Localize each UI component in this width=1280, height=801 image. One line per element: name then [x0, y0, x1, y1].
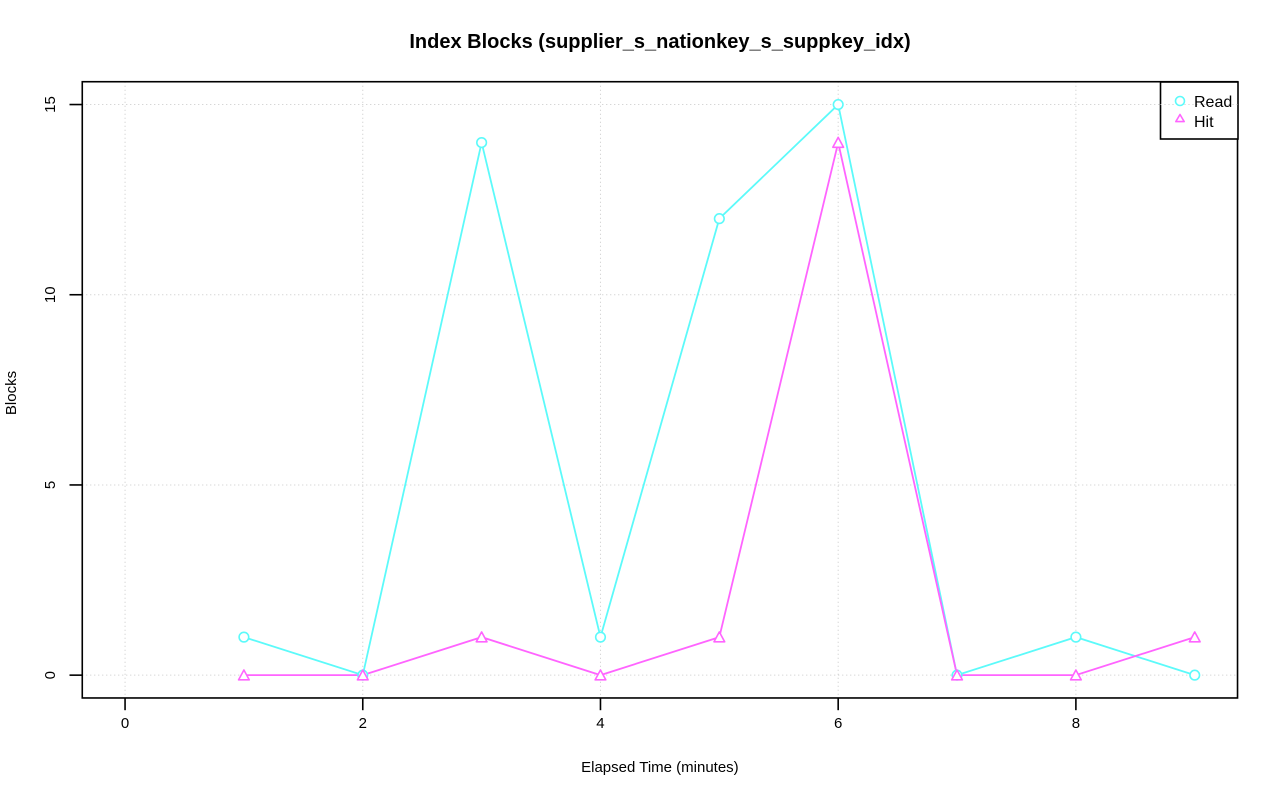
- svg-text:Blocks: Blocks: [3, 371, 20, 415]
- svg-text:10: 10: [42, 286, 59, 303]
- svg-text:Read: Read: [1194, 94, 1232, 111]
- svg-text:0: 0: [42, 671, 59, 679]
- svg-text:5: 5: [42, 481, 59, 489]
- svg-text:8: 8: [1072, 715, 1080, 732]
- svg-text:4: 4: [596, 715, 604, 732]
- svg-text:2: 2: [359, 715, 367, 732]
- svg-text:Hit: Hit: [1194, 114, 1214, 131]
- svg-text:0: 0: [121, 715, 129, 732]
- svg-text:Elapsed Time (minutes): Elapsed Time (minutes): [581, 759, 739, 776]
- svg-text:6: 6: [834, 715, 842, 732]
- svg-text:15: 15: [42, 96, 59, 113]
